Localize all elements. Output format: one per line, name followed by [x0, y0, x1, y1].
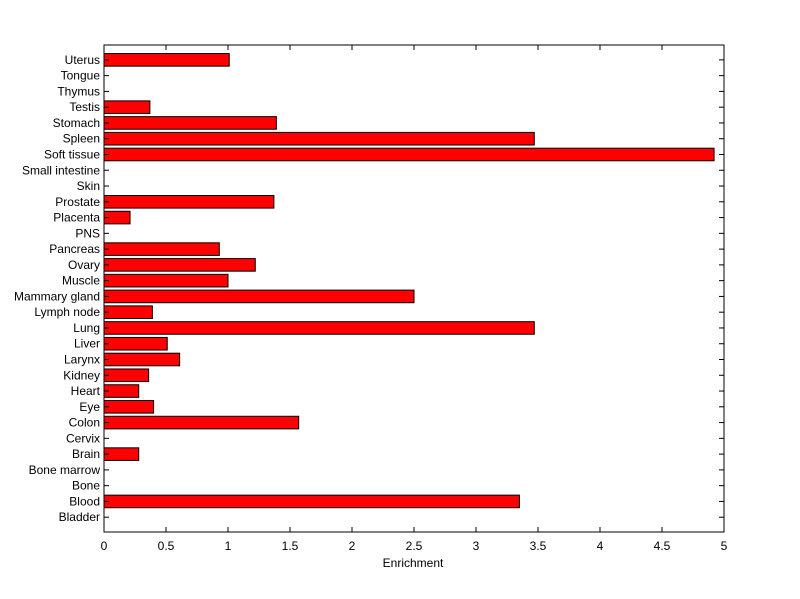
bars-group — [103, 53, 715, 509]
bar-mammary-gland — [103, 289, 415, 304]
y-tick-label: Brain — [72, 447, 100, 461]
bar-colon — [103, 415, 300, 430]
x-tick-label: 2.5 — [406, 539, 423, 553]
y-tick-label: Prostate — [55, 195, 100, 209]
y-tick-label: Mammary gland — [14, 289, 100, 303]
bar-heart — [103, 384, 140, 398]
bar-brain — [103, 447, 140, 461]
bar-uterus — [103, 53, 230, 67]
y-tick-label: Spleen — [63, 132, 100, 146]
y-tick-label: Pancreas — [49, 242, 100, 256]
x-tick-label: 3.5 — [530, 539, 547, 553]
bar-stomach — [103, 116, 277, 130]
y-tick-label: Bone — [72, 479, 100, 493]
y-tick-label: Small intestine — [22, 163, 100, 177]
bar-liver — [103, 336, 168, 351]
y-tick-label: Placenta — [53, 211, 100, 225]
x-axis-ticks: 0 0.5 1 1.5 2 2.5 3 3.5 4 4.5 5 — [101, 45, 728, 553]
y-tick-label: Bone marrow — [29, 463, 101, 477]
y-tick-label: Ovary — [68, 258, 100, 272]
y-tick-label: Uterus — [65, 53, 100, 67]
x-tick-label: 0.5 — [158, 539, 175, 553]
y-tick-label: Soft tissue — [44, 147, 100, 161]
y-tick-label: Lung — [73, 321, 100, 335]
y-tick-label: Larynx — [64, 353, 100, 367]
bar-testis — [103, 100, 151, 114]
y-tick-label: Bladder — [59, 510, 100, 524]
y-tick-label: Liver — [74, 337, 100, 351]
x-axis-label: Enrichment — [383, 556, 444, 570]
y-tick-label: Kidney — [63, 368, 100, 382]
y-tick-label: Muscle — [62, 274, 100, 288]
bar-ovary — [103, 258, 256, 272]
y-tick-label: Heart — [71, 384, 101, 398]
bar-larynx — [103, 352, 181, 367]
x-tick-label: 1.5 — [282, 539, 299, 553]
bar-soft-tissue — [103, 147, 715, 162]
y-tick-label: Testis — [69, 100, 100, 114]
y-tick-label: Thymus — [57, 84, 100, 98]
bar-spleen — [103, 131, 535, 146]
bar-blood — [103, 494, 520, 509]
x-tick-label: 0 — [101, 539, 108, 553]
bar-lung — [103, 321, 535, 335]
bar-prostate — [103, 195, 275, 209]
y-tick-label: Eye — [79, 400, 100, 414]
x-tick-label: 2 — [349, 539, 356, 553]
bar-eye — [103, 400, 155, 414]
x-tick-label: 4.5 — [654, 539, 671, 553]
bar-muscle — [103, 273, 229, 288]
y-tick-label: Tongue — [61, 69, 101, 83]
bar-kidney — [103, 368, 150, 383]
y-tick-label: Lymph node — [34, 305, 100, 319]
y-tick-label: Skin — [77, 179, 100, 193]
x-tick-label: 1 — [225, 539, 232, 553]
y-tick-label: Blood — [69, 494, 100, 508]
y-tick-label: Stomach — [53, 116, 100, 130]
y-tick-label: Cervix — [66, 431, 100, 445]
bar-pancreas — [103, 242, 220, 256]
x-tick-label: 5 — [721, 539, 728, 553]
bar-lymph-node — [103, 305, 153, 319]
x-tick-label: 3 — [473, 539, 480, 553]
y-tick-label: PNS — [75, 226, 100, 240]
y-tick-label: Colon — [69, 416, 100, 430]
x-tick-label: 4 — [597, 539, 604, 553]
